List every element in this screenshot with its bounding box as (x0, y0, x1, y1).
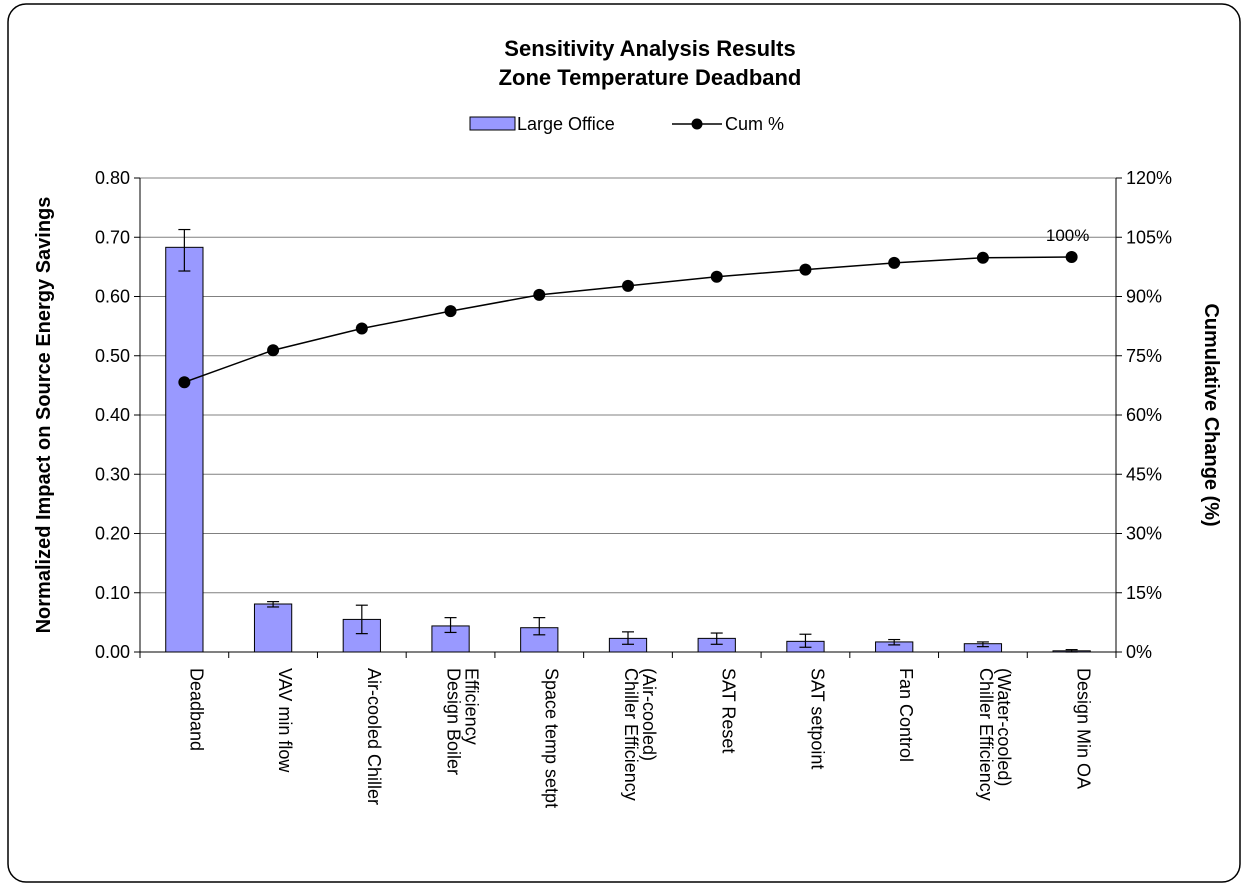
legend-label-line: Cum % (725, 114, 784, 134)
y-tick-label: 0.60 (95, 287, 130, 307)
chart-title-line-1: Sensitivity Analysis Results (504, 36, 795, 61)
y2-tick-label: 30% (1126, 524, 1162, 544)
y-tick-label: 0.70 (95, 227, 130, 247)
cumulative-point (622, 279, 634, 292)
category-labels: Deadband VAV min flow Air-cooled Chiller De… (186, 668, 1093, 808)
bars (165, 246, 1091, 653)
bar (520, 627, 559, 653)
cumulative-point (533, 288, 546, 301)
category-label: (Water-cooled) (994, 668, 1014, 786)
bar (253, 603, 293, 653)
y2-tick-label: 15% (1126, 583, 1162, 603)
y2-axis-title: Cumulative Change (%) (1200, 303, 1222, 526)
y-tick-label: 0.80 (95, 168, 130, 188)
legend-swatch-bar (469, 116, 516, 131)
category-label: Deadband (186, 668, 206, 751)
cumulative-point (355, 322, 368, 335)
category-label: SAT setpoint (807, 668, 827, 769)
y2-tick-label: 75% (1126, 346, 1162, 366)
cumulative-point (178, 376, 191, 389)
gridlines (140, 177, 1116, 594)
category-label: Fan Control (896, 668, 916, 762)
y2-tick-labels: 0% 15% 30% 45% 60% 75% 90% 105% 120% (1126, 168, 1172, 662)
y-tick-label: 0.00 (95, 642, 130, 662)
cumulative-point (1065, 251, 1078, 263)
cumulative-point (888, 256, 901, 269)
error-bars (178, 228, 1078, 653)
chart-border (7, 3, 1241, 883)
y-tick-label: 0.50 (95, 346, 130, 366)
y-axis-title: Normalized Impact on Source Energy Savin… (33, 197, 55, 634)
category-label: (Air-cooled) (639, 668, 659, 761)
legend-swatch-marker (691, 118, 703, 130)
y2-tick-label: 120% (1126, 168, 1172, 188)
chart-title-line-2: Zone Temperature Deadband (499, 65, 802, 90)
y-tick-label: 0.10 (95, 583, 130, 603)
cumulative-point (444, 305, 457, 318)
y-tick-label: 0.40 (95, 405, 130, 425)
y2-tick-label: 60% (1126, 405, 1162, 425)
cumulative-line (178, 251, 1078, 389)
category-label: Chiller Efficiency (621, 668, 641, 801)
y-tick-labels: 0.00 0.10 0.20 0.30 0.40 0.50 0.60 0.70 0.80 (95, 168, 130, 662)
category-label: Design Min OA (1074, 668, 1094, 789)
cumulative-point (976, 251, 989, 264)
axes (134, 177, 1122, 658)
category-label: VAV min flow (275, 668, 295, 773)
bar (165, 246, 204, 653)
category-label: Efficiency (462, 668, 482, 745)
legend-label-bar: Large Office (517, 114, 615, 134)
y2-tick-label: 105% (1126, 227, 1172, 247)
y-tick-label: 0.30 (95, 464, 130, 484)
y2-tick-label: 0% (1126, 642, 1152, 662)
y-tick-label: 0.20 (95, 524, 130, 544)
y2-tick-label: 45% (1126, 464, 1162, 484)
cumulative-end-label: 100% (1046, 226, 1089, 245)
cumulative-point (267, 344, 280, 357)
y2-tick-label: 90% (1126, 287, 1162, 307)
legend: Large Office Cum % (469, 114, 784, 134)
category-label: SAT Reset (719, 668, 739, 753)
cumulative-point (799, 263, 812, 276)
bar (431, 625, 470, 653)
category-label: Design Boiler (444, 668, 464, 775)
category-label: Space temp setpt (541, 668, 561, 808)
category-label: Air-cooled Chiller (364, 668, 384, 805)
category-label: Chiller Efficiency (976, 668, 996, 801)
cumulative-point (710, 270, 723, 283)
